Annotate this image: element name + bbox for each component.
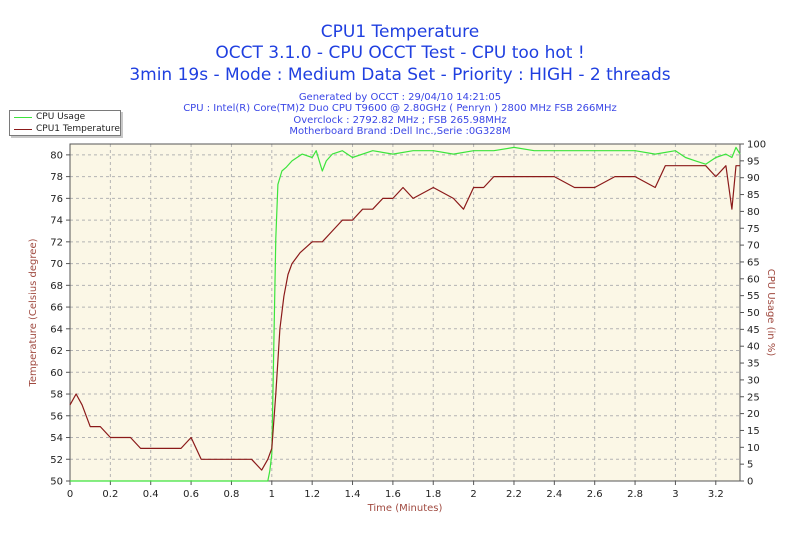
y2-axis-label: CPU Usage (in %) <box>765 269 776 357</box>
x-tick-label: 3 <box>672 489 678 500</box>
x-tick-label: 0 <box>67 489 73 500</box>
y-tick-label: 72 <box>50 237 63 248</box>
y2-tick-label: 10 <box>747 443 760 454</box>
y-tick-label: 80 <box>50 150 63 161</box>
x-tick-label: 2.2 <box>506 489 522 500</box>
y-tick-label: 76 <box>50 194 63 205</box>
x-tick-label: 3.2 <box>708 489 724 500</box>
x-tick-label: 0.2 <box>102 489 118 500</box>
x-tick-label: 2.6 <box>587 489 603 500</box>
legend-label-cpu-usage: CPU Usage <box>36 112 86 122</box>
x-tick-label: 1.4 <box>345 489 361 500</box>
y2-tick-label: 85 <box>747 190 760 201</box>
y-tick-label: 54 <box>50 433 63 444</box>
plot-frame <box>69 143 741 482</box>
y2-tick-label: 75 <box>747 224 760 235</box>
y-tick-label: 62 <box>50 346 63 357</box>
y-tick-label: 74 <box>50 216 63 227</box>
y-tick-label: 50 <box>50 477 63 488</box>
y-tick-label: 68 <box>50 281 63 292</box>
y-tick-label: 70 <box>50 259 63 270</box>
x-tick-label: 1.8 <box>425 489 441 500</box>
y-tick-label: 64 <box>50 324 63 335</box>
y2-tick-label: 60 <box>747 274 760 285</box>
info-generated: Generated by OCCT : 29/04/10 14:21:05 <box>298 92 502 103</box>
y2-tick-label: 90 <box>747 173 760 184</box>
legend-swatch-temperature <box>14 129 32 130</box>
y2-tick-label: 40 <box>747 342 760 353</box>
x-tick-label: 0.8 <box>223 489 239 500</box>
legend-item-temperature: CPU1 Temperature <box>10 123 120 135</box>
y2-tick-label: 5 <box>747 460 753 471</box>
y2-tick-label: 25 <box>747 392 760 403</box>
plot-area <box>70 144 740 481</box>
y2-tick-label: 20 <box>747 409 760 420</box>
legend-swatch-cpu-usage <box>14 117 32 118</box>
legend-item-cpu-usage: CPU Usage <box>10 111 120 123</box>
y2-tick-label: 55 <box>747 291 760 302</box>
y-tick-label: 60 <box>50 368 63 379</box>
y2-tick-label: 35 <box>747 359 760 370</box>
y-tick-label: 78 <box>50 172 63 183</box>
info-overclock: Overclock : 2792.82 MHz ; FSB 265.98MHz <box>293 115 507 126</box>
y2-tick-label: 45 <box>747 325 760 336</box>
x-tick-label: 0.4 <box>143 489 159 500</box>
y-tick-label: 56 <box>50 411 63 422</box>
y2-tick-label: 80 <box>747 207 760 218</box>
y2-tick-label: 0 <box>747 477 753 488</box>
info-motherboard: Motherboard Brand :Dell Inc.,Serie :0G32… <box>289 126 511 137</box>
chart-title: CPU1 Temperature <box>320 22 480 42</box>
x-axis-label: Time (Minutes) <box>367 503 443 514</box>
chart-legend: CPU Usage CPU1 Temperature <box>9 110 121 136</box>
y-axis-label: Temperature (Celsius degree) <box>28 238 39 387</box>
info-cpu: CPU : Intel(R) Core(TM)2 Duo CPU T9600 @… <box>183 103 617 114</box>
y-tick-label: 58 <box>50 390 63 401</box>
x-tick-label: 0.6 <box>183 489 199 500</box>
y-tick-label: 66 <box>50 303 63 314</box>
series-line-temperature <box>69 165 740 471</box>
series-line-cpu-usage <box>70 146 741 482</box>
y2-tick-label: 15 <box>747 426 760 437</box>
x-tick-label: 1.6 <box>385 489 401 500</box>
y-tick-label: 52 <box>50 455 63 466</box>
x-tick-label: 1 <box>269 489 275 500</box>
y2-tick-label: 50 <box>747 308 760 319</box>
y2-tick-label: 30 <box>747 375 760 386</box>
x-tick-label: 2.8 <box>627 489 643 500</box>
chart-subtitle-test: OCCT 3.1.0 - CPU OCCT Test - CPU too hot… <box>215 43 585 63</box>
x-tick-label: 2 <box>470 489 476 500</box>
chart-subtitle-mode: 3min 19s - Mode : Medium Data Set - Prio… <box>129 65 671 85</box>
y2-tick-label: 95 <box>747 156 760 167</box>
y2-tick-label: 70 <box>747 241 760 252</box>
y2-tick-label: 100 <box>747 140 766 151</box>
x-tick-label: 2.4 <box>546 489 562 500</box>
y2-tick-label: 65 <box>747 257 760 268</box>
x-tick-label: 1.2 <box>304 489 320 500</box>
legend-label-temperature: CPU1 Temperature <box>36 124 120 134</box>
